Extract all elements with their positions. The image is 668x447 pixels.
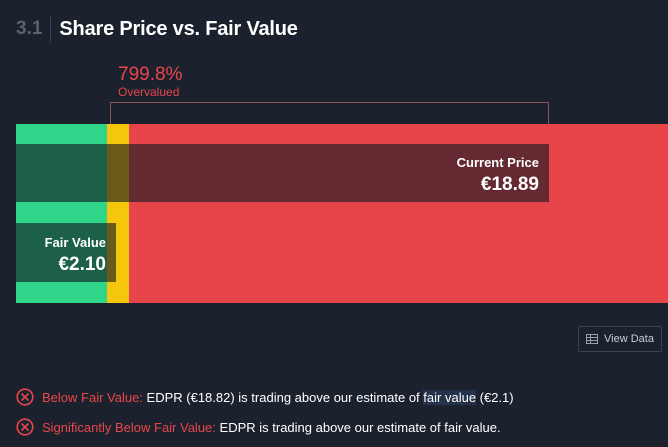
overvalued-label: Overvalued: [118, 85, 180, 99]
overvalued-percent: 799.8%: [118, 64, 183, 85]
overvalued-bracket: [110, 102, 549, 124]
check-text-suffix: (€2.1): [476, 389, 514, 405]
check-significantly-below-fair-value: Significantly Below Fair Value: EDPR is …: [16, 418, 501, 436]
cross-circle-icon: [16, 388, 34, 406]
fair-value-link[interactable]: fair value: [423, 389, 477, 405]
cross-circle-icon: [16, 418, 34, 436]
section-title: Share Price vs. Fair Value: [59, 17, 298, 40]
fair-value-value: €2.10: [58, 254, 106, 275]
check-title: Below Fair Value:: [42, 389, 143, 405]
fair-value-label: Fair Value: [44, 235, 106, 250]
section-header: 3.1 Share Price vs. Fair Value: [16, 14, 298, 44]
current-price-bar: Current Price €18.89: [16, 144, 549, 202]
section-divider: [50, 16, 52, 42]
table-icon: [586, 334, 599, 344]
check-title: Significantly Below Fair Value:: [42, 419, 216, 435]
check-text: EDPR (€18.82) is trading above our estim…: [142, 389, 424, 405]
section-number: 3.1: [16, 18, 43, 39]
check-text: EDPR is trading above our estimate of fa…: [215, 419, 501, 435]
current-price-label: Current Price: [456, 155, 539, 170]
view-data-button[interactable]: View Data: [578, 326, 662, 352]
view-data-label: View Data: [604, 333, 654, 345]
check-below-fair-value: Below Fair Value: EDPR (€18.82) is tradi…: [16, 388, 514, 406]
current-price-value: €18.89: [480, 174, 539, 195]
fair-value-bar: Fair Value €2.10: [16, 223, 116, 282]
